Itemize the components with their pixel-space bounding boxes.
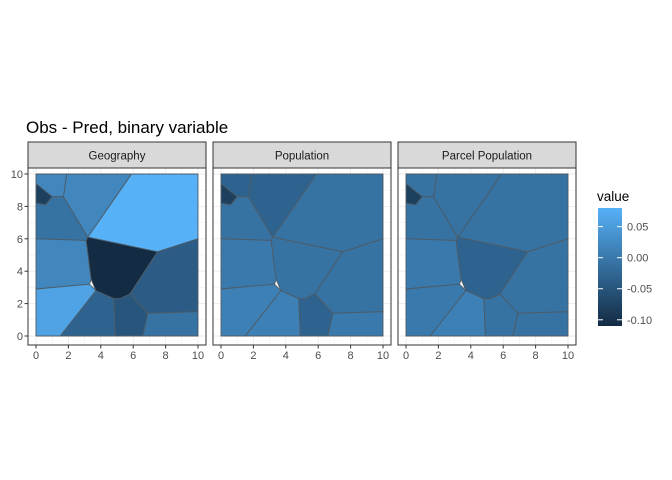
- facet-strip-label: Geography: [89, 151, 146, 163]
- x-tick-label: 10: [192, 350, 204, 362]
- facet-strip: [27, 141, 207, 169]
- x-tick-label: 4: [98, 350, 104, 362]
- x-tick-label: 2: [435, 350, 441, 362]
- y-tick-label: 8: [17, 201, 23, 213]
- y-tick-label: 4: [17, 266, 23, 278]
- x-tick-label: 8: [163, 350, 169, 362]
- x-tick-label: 0: [218, 350, 224, 362]
- x-tick-label: 10: [562, 350, 574, 362]
- y-tick-label: 10: [11, 169, 23, 181]
- legend-tick-label: -0.05: [627, 284, 652, 296]
- x-tick-label: 2: [65, 350, 71, 362]
- x-tick-label: 0: [33, 350, 39, 362]
- panel-border: [212, 167, 392, 346]
- legend: value 0.05 0.00 -0.05 -0.10: [597, 189, 652, 327]
- facet-strip-label: Parcel Population: [442, 151, 532, 163]
- legend-colorbar: [598, 208, 622, 326]
- voronoi-cells: [405, 173, 569, 337]
- x-tick-label: 0: [403, 350, 409, 362]
- voronoi-cells: [220, 173, 384, 337]
- legend-tick-label: 0.00: [627, 253, 648, 265]
- facet-panels: Geography 0 2 4 6 8 10 0 2 4 6 8 10 Population 0 2 4 6 8 10…: [11, 141, 577, 362]
- x-tick-label: 6: [315, 350, 321, 362]
- voronoi-cells: [35, 173, 199, 337]
- panel-border: [27, 167, 207, 346]
- voronoi-cell: [142, 311, 199, 337]
- x-tick-label: 6: [500, 350, 506, 362]
- facet-strip-label: Population: [275, 151, 329, 163]
- x-tick-label: 4: [283, 350, 289, 362]
- x-tick-label: 6: [130, 350, 136, 362]
- voronoi-cell: [220, 238, 277, 290]
- voronoi-cell: [405, 238, 462, 290]
- x-tick-label: 4: [468, 350, 474, 362]
- facet-panel: Geography 0 2 4 6 8 10 0 2 4 6 8 10: [11, 141, 207, 362]
- y-tick-label: 2: [17, 299, 23, 311]
- y-tick-label: 0: [17, 331, 23, 343]
- chart-title: Obs - Pred, binary variable: [26, 118, 228, 137]
- x-tick-label: 2: [250, 350, 256, 362]
- voronoi-cell: [327, 311, 384, 337]
- voronoi-cell: [512, 311, 569, 337]
- y-tick-label: 6: [17, 234, 23, 246]
- panel-border: [397, 167, 577, 346]
- x-tick-label: 8: [348, 350, 354, 362]
- voronoi-cell: [35, 238, 92, 290]
- legend-tick-label: 0.05: [627, 222, 648, 234]
- legend-tick-label: -0.10: [627, 315, 652, 327]
- facet-panel: Population 0 2 4 6 8 10: [212, 141, 392, 362]
- legend-title: value: [597, 189, 629, 204]
- x-tick-label: 8: [533, 350, 539, 362]
- facet-strip: [212, 141, 392, 169]
- x-tick-label: 10: [377, 350, 389, 362]
- facet-panel: Parcel Population 0 2 4 6 8 10: [397, 141, 577, 362]
